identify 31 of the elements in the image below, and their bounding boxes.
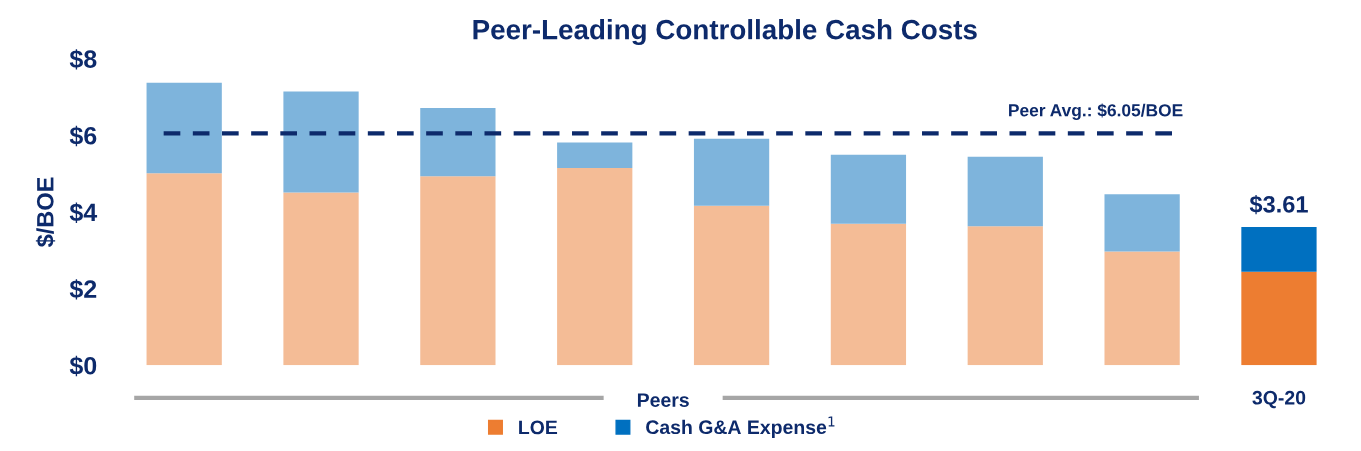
y-tick-label: $4 [69,202,98,223]
bar [693,138,770,206]
ref-line-label: Peer Avg.: $6.05/BOE [1009,103,1183,120]
y-tick-label: $6 [69,125,97,147]
bar [1104,251,1180,366]
bar [1241,271,1317,366]
bar [830,223,907,366]
bar [557,167,633,366]
bar [830,154,907,224]
legend-label: LOE [519,420,558,435]
bar [420,108,496,177]
legend-label: Cash G&A Expense$^{1}$ [646,416,835,438]
y-axis-title: $/BOE [35,177,56,248]
total-label: $3.61 [1249,194,1308,215]
bar [967,226,1043,366]
bar [146,82,222,174]
bar [967,156,1043,227]
y-tick-label: $8 [69,49,97,70]
bar [420,176,496,366]
text: Peers [637,393,689,407]
bar [1104,194,1180,252]
y-tick-label: $2 [69,279,97,300]
x-tick-label: 3Q-20 [1252,390,1306,409]
bar [1241,226,1317,272]
bar [557,142,633,168]
bar [693,205,770,366]
bar [283,192,359,366]
bar [283,91,359,193]
bar [146,173,222,366]
y-tick-label: $0 [69,355,97,377]
chart-title: Peer-Leading Controllable Cash Costs [473,19,977,46]
